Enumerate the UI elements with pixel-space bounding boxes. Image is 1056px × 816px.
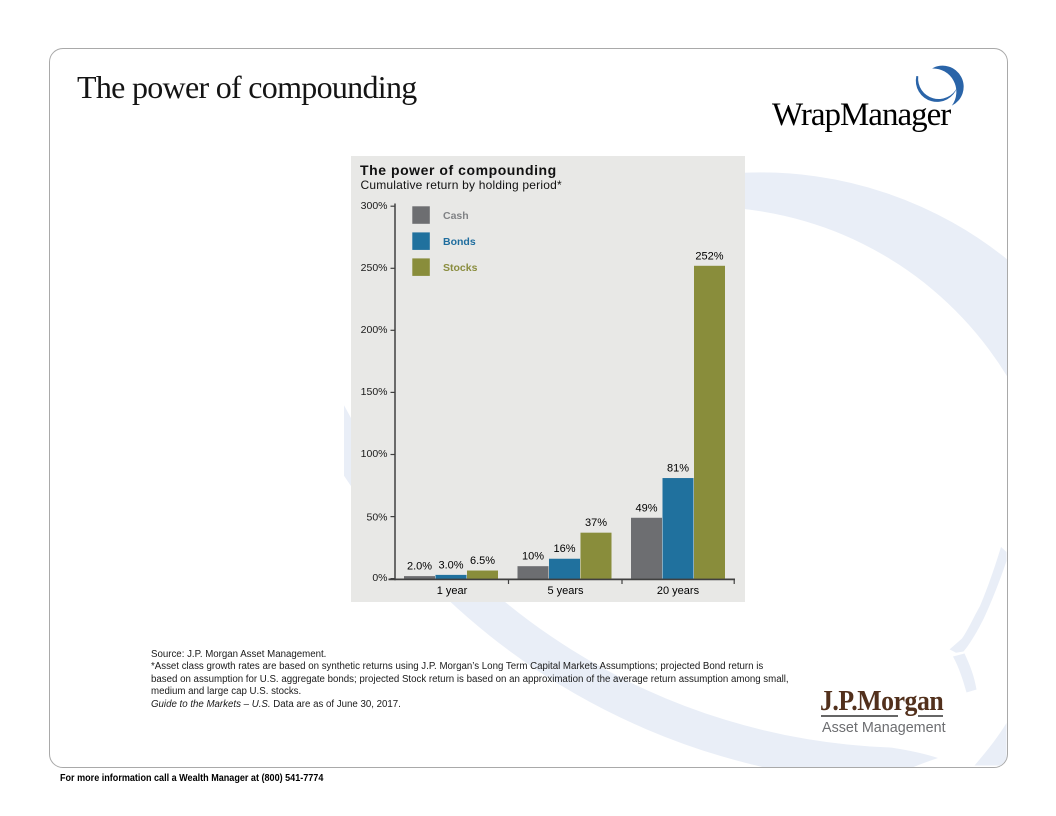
svg-text:200%: 200% [361, 324, 388, 336]
svg-text:49%: 49% [635, 502, 657, 514]
svg-text:3.0%: 3.0% [438, 559, 463, 571]
svg-text:2.0%: 2.0% [407, 561, 432, 573]
svg-text:16%: 16% [553, 543, 575, 555]
svg-text:1 year: 1 year [437, 585, 468, 597]
svg-text:81%: 81% [667, 463, 689, 475]
svg-text:6.5%: 6.5% [470, 555, 495, 567]
svg-text:5 years: 5 years [547, 585, 584, 597]
svg-text:Stocks: Stocks [443, 262, 478, 274]
svg-text:300%: 300% [361, 200, 388, 212]
svg-text:Cumulative return by holding p: Cumulative return by holding period* [361, 178, 562, 192]
svg-text:10%: 10% [522, 551, 544, 563]
svg-text:The power of compounding: The power of compounding [360, 162, 557, 178]
svg-text:252%: 252% [695, 250, 723, 262]
svg-text:100%: 100% [361, 448, 388, 460]
svg-text:150%: 150% [361, 386, 388, 398]
svg-text:Cash: Cash [443, 210, 469, 222]
svg-text:250%: 250% [361, 262, 388, 274]
svg-text:0%: 0% [372, 572, 387, 584]
svg-text:37%: 37% [585, 517, 607, 529]
svg-text:20 years: 20 years [657, 585, 700, 597]
svg-text:50%: 50% [366, 511, 387, 523]
svg-text:Bonds: Bonds [443, 236, 476, 248]
